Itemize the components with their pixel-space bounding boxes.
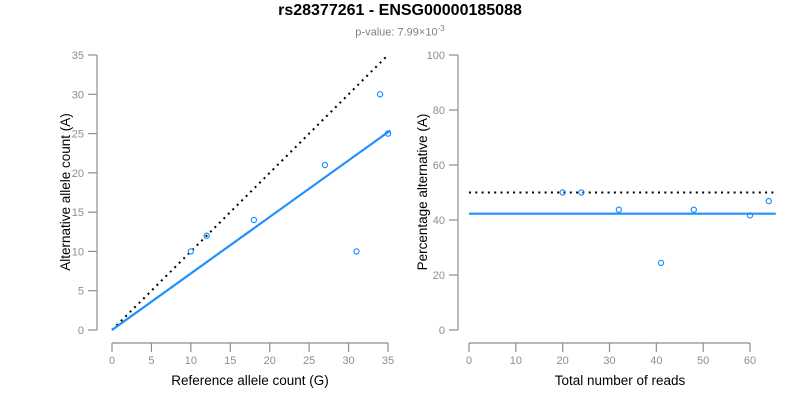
x-tick-label: 20 [557, 355, 569, 367]
data-point [765, 197, 772, 205]
y-tick-label: 60 [433, 160, 445, 172]
data-point [321, 161, 329, 169]
x-tick-label: 5 [148, 355, 154, 367]
data-point [615, 206, 623, 213]
x-tick-label: 25 [303, 355, 315, 367]
data-point [690, 206, 698, 213]
y-tick-label: 100 [427, 50, 445, 62]
data-point [250, 216, 258, 224]
y-tick-label: 20 [72, 168, 84, 180]
x-tick-label: 50 [697, 355, 709, 367]
y-tick-label: 10 [72, 246, 84, 258]
y-tick-label: 0 [439, 325, 445, 337]
data-point [384, 130, 392, 137]
data-point [578, 189, 585, 196]
data-point [746, 212, 754, 219]
chart-subtitle: p-value: 7.99×10-3 [0, 24, 800, 39]
y-tick-label: 5 [78, 286, 84, 298]
x-tick-label: 30 [342, 355, 354, 367]
y-tick-label: 30 [72, 89, 84, 101]
data-point [203, 232, 210, 239]
x-tick-label: 60 [744, 355, 756, 367]
x-tick-label: 40 [650, 355, 662, 367]
x-tick-label: 10 [510, 355, 522, 367]
chart-title: rs28377261 - ENSG00000185088 [278, 2, 522, 19]
x-tick-label: 20 [264, 355, 276, 367]
identity-line [111, 54, 389, 331]
y-axis-title: Alternative allele count (A) [58, 113, 73, 271]
x-tick-label: 30 [603, 355, 615, 367]
x-tick-label: 10 [185, 355, 197, 367]
y-tick-label: 80 [433, 105, 445, 117]
y-tick-label: 0 [78, 325, 84, 337]
pvalue-text: p-value: 7.99×10 [355, 26, 438, 39]
fit-line [111, 129, 392, 331]
y-tick-label: 35 [72, 50, 84, 62]
x-tick-label: 35 [382, 355, 394, 367]
data-point [657, 259, 665, 267]
x-tick-label: 15 [224, 355, 236, 367]
y-axis-title: Percentage alternative (A) [415, 114, 430, 271]
y-tick-label: 15 [72, 207, 84, 219]
x-axis-title: Reference allele count (G) [171, 373, 329, 388]
data-point [376, 91, 384, 98]
x-tick-label: 0 [109, 355, 115, 367]
y-tick-label: 20 [433, 270, 445, 282]
x-axis-title: Total number of reads [555, 373, 686, 388]
data-point [559, 189, 566, 196]
data-point [353, 248, 360, 255]
y-tick-label: 40 [433, 215, 445, 227]
data-point [187, 248, 195, 255]
y-tick-label: 25 [72, 129, 84, 141]
x-tick-label: 0 [466, 355, 472, 367]
pvalue-exponent: -3 [437, 24, 445, 33]
